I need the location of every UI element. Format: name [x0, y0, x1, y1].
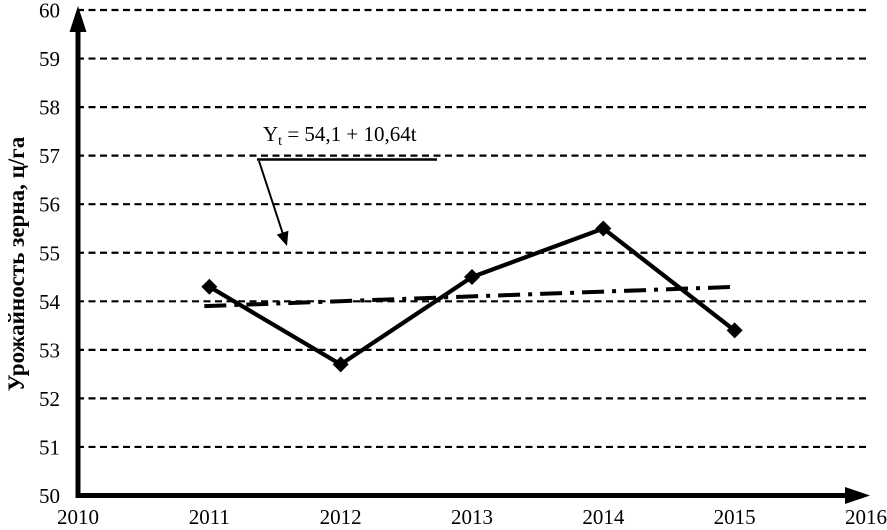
- y-tick-label: 52: [39, 387, 60, 411]
- equation-rest: = 54,1 + 10,64t: [282, 122, 417, 146]
- axes: [69, 6, 870, 504]
- gridlines: [77, 8, 866, 449]
- y-tick-label: 57: [39, 144, 60, 168]
- data-point-marker: [332, 356, 349, 373]
- trend-line-path: [204, 284, 738, 309]
- x-tick-label: 2016: [845, 505, 887, 529]
- y-tick-label: 60: [39, 0, 60, 23]
- data-point-marker: [726, 322, 743, 339]
- x-tick-label: 2015: [714, 505, 756, 529]
- y-tick-labels: 50 51 52 53 54 55 56 57 58 59 60: [39, 0, 61, 508]
- x-tick-label: 2012: [320, 505, 362, 529]
- equation-annotation: Yt = 54,1 + 10,64t: [257, 122, 437, 246]
- x-tick-label: 2010: [57, 505, 99, 529]
- x-tick-label: 2014: [582, 505, 625, 529]
- x-tick-label: 2011: [189, 505, 230, 529]
- trend-line: [204, 284, 738, 309]
- data-series: [201, 220, 743, 373]
- data-point-marker: [201, 278, 218, 295]
- annotation-arrowhead: [276, 230, 289, 246]
- y-axis-title: Урожайность зерна, ц/га: [4, 136, 29, 391]
- y-tick-label: 54: [39, 290, 61, 314]
- y-tick-label: 59: [39, 47, 60, 71]
- y-tick-label: 53: [39, 338, 60, 362]
- equation-main: Y: [263, 122, 278, 146]
- y-tick-label: 55: [39, 241, 60, 265]
- data-point-marker: [463, 269, 480, 286]
- x-tick-labels: 2010 2011 2012 2013 2014 2015 2016: [57, 505, 887, 529]
- equation-text: Yt = 54,1 + 10,64t: [263, 122, 417, 149]
- x-tick-label: 2013: [451, 505, 493, 529]
- annotation-arrow-line: [258, 160, 284, 234]
- x-axis-arrowhead: [845, 487, 870, 504]
- y-tick-label: 58: [39, 96, 60, 120]
- equation-subscript: t: [278, 134, 282, 149]
- y-tick-label: 50: [39, 484, 60, 508]
- y-tick-label: 51: [39, 435, 60, 459]
- y-axis-arrowhead: [69, 6, 87, 32]
- data-point-marker: [595, 220, 612, 237]
- y-tick-label: 56: [39, 193, 60, 217]
